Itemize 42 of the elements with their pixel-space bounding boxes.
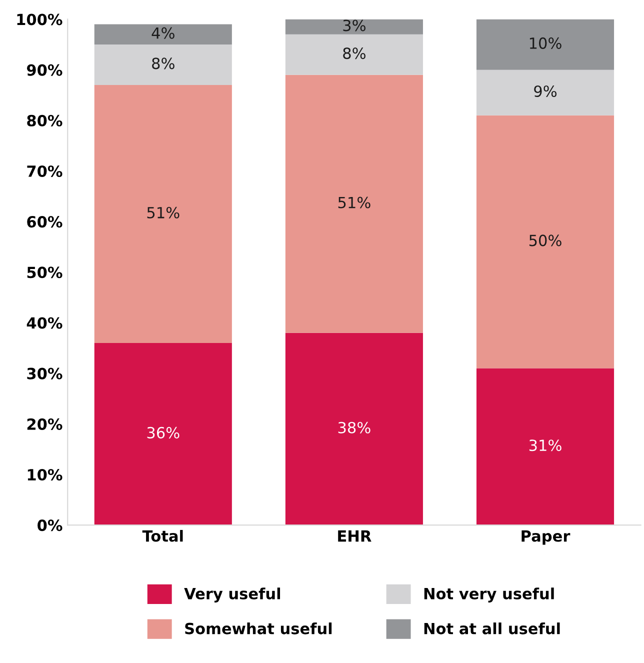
data-label: 10%	[530, 37, 562, 49]
y-tick-label: 100%	[17, 14, 62, 26]
y-tick-label: 0%	[38, 520, 62, 532]
y-tick-label: 70%	[27, 165, 62, 178]
y-tick-label: 30%	[27, 368, 62, 380]
legend-label: Somewhat useful	[185, 622, 332, 634]
bar	[476, 368, 614, 526]
y-tick-label: 90%	[26, 64, 62, 76]
data-label: 51%	[147, 206, 180, 218]
bar	[94, 342, 232, 526]
bar	[476, 19, 614, 70]
data-label: 50%	[529, 234, 562, 246]
data-label: 51%	[338, 196, 370, 208]
y-tick-label: 40%	[26, 317, 62, 329]
bar	[285, 74, 423, 333]
y-tick-label: 10%	[28, 468, 62, 481]
x-tick-label: Paper	[522, 530, 570, 545]
y-tick-label: 50%	[27, 266, 62, 278]
bar	[94, 24, 232, 45]
data-label: 8%	[343, 48, 366, 60]
data-label: 36%	[147, 426, 180, 438]
y-tick-label: 80%	[27, 114, 62, 126]
bar	[476, 115, 614, 368]
x-tick-label: EHR	[338, 530, 372, 542]
data-label: 9%	[534, 85, 557, 98]
bar	[476, 70, 614, 116]
bar	[285, 332, 423, 526]
data-label: 38%	[338, 422, 370, 434]
data-label: 3%	[343, 20, 366, 32]
legend-label: Very useful	[184, 588, 280, 602]
x-tick-label: Total	[142, 530, 183, 542]
y-tick-label: 60%	[27, 216, 62, 228]
y-tick-label: 20%	[27, 418, 62, 430]
bar	[94, 44, 232, 85]
data-label: 4%	[152, 27, 174, 39]
bar	[285, 34, 423, 75]
bar	[285, 19, 423, 34]
legend-label: Not at all useful	[424, 622, 560, 634]
data-label: 8%	[152, 58, 174, 70]
data-label: 31%	[529, 440, 562, 452]
legend-label: Not very useful	[424, 588, 554, 602]
bar	[94, 84, 232, 343]
